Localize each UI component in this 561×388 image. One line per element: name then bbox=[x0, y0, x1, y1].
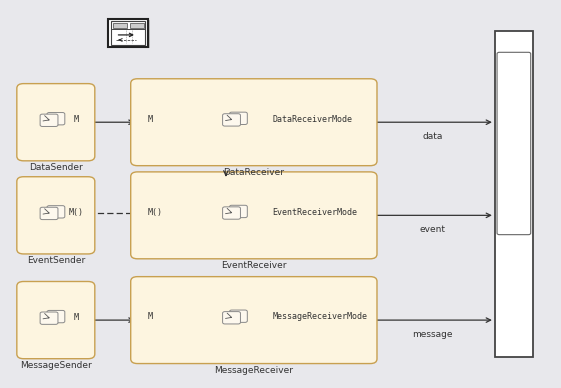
Text: event: event bbox=[420, 225, 445, 234]
Text: MessageSender: MessageSender bbox=[20, 361, 91, 370]
Text: DataReceiverMode: DataReceiverMode bbox=[273, 114, 352, 124]
FancyBboxPatch shape bbox=[17, 282, 95, 359]
FancyBboxPatch shape bbox=[229, 112, 247, 125]
Text: EventReceiver: EventReceiver bbox=[221, 261, 287, 270]
FancyBboxPatch shape bbox=[131, 79, 377, 166]
FancyBboxPatch shape bbox=[111, 21, 145, 45]
FancyBboxPatch shape bbox=[131, 277, 377, 364]
FancyBboxPatch shape bbox=[229, 205, 247, 218]
FancyBboxPatch shape bbox=[131, 172, 377, 259]
FancyBboxPatch shape bbox=[40, 114, 58, 126]
Text: EventReceiverMode: EventReceiverMode bbox=[273, 208, 357, 217]
FancyBboxPatch shape bbox=[17, 84, 95, 161]
Text: DataSender: DataSender bbox=[29, 163, 82, 172]
FancyBboxPatch shape bbox=[497, 52, 531, 235]
FancyBboxPatch shape bbox=[47, 113, 65, 125]
FancyBboxPatch shape bbox=[47, 310, 65, 323]
Text: EventSender: EventSender bbox=[27, 256, 85, 265]
FancyBboxPatch shape bbox=[17, 177, 95, 254]
Text: message: message bbox=[412, 330, 453, 339]
Text: M: M bbox=[148, 114, 153, 124]
Text: M(): M() bbox=[148, 208, 163, 217]
FancyBboxPatch shape bbox=[47, 206, 65, 218]
Text: M(): M() bbox=[69, 208, 84, 217]
FancyBboxPatch shape bbox=[108, 19, 148, 47]
Text: M: M bbox=[148, 312, 153, 322]
FancyBboxPatch shape bbox=[229, 310, 247, 322]
FancyBboxPatch shape bbox=[40, 207, 58, 220]
Text: MessageReceiverMode: MessageReceiverMode bbox=[273, 312, 367, 322]
FancyBboxPatch shape bbox=[223, 207, 241, 219]
Text: M: M bbox=[74, 313, 79, 322]
Text: data: data bbox=[422, 132, 443, 141]
Text: M: M bbox=[74, 115, 79, 124]
FancyBboxPatch shape bbox=[40, 312, 58, 324]
Text: MessageReceiver: MessageReceiver bbox=[214, 366, 293, 375]
FancyBboxPatch shape bbox=[223, 312, 241, 324]
FancyBboxPatch shape bbox=[130, 23, 144, 28]
FancyBboxPatch shape bbox=[495, 31, 533, 357]
FancyBboxPatch shape bbox=[113, 23, 127, 28]
FancyBboxPatch shape bbox=[223, 114, 241, 126]
FancyBboxPatch shape bbox=[109, 20, 150, 48]
Text: DataReceiver: DataReceiver bbox=[223, 168, 284, 177]
